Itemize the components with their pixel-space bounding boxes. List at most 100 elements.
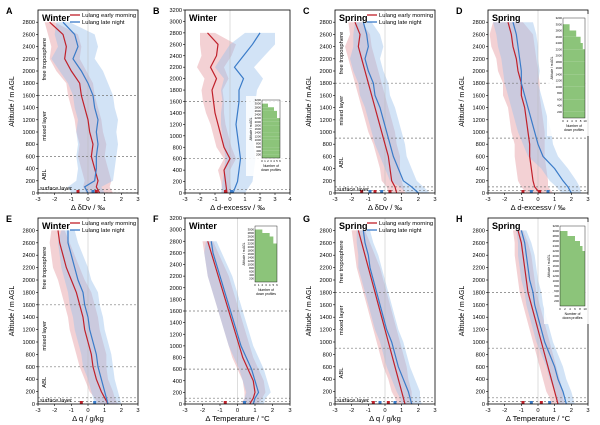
- sd-band-early: [197, 32, 236, 193]
- y-tick-label: 200: [173, 390, 182, 396]
- histogram-bar: [262, 121, 280, 126]
- histogram-bar: [560, 246, 583, 251]
- inset-y-tick-label: 2400: [553, 244, 560, 248]
- panel-f: 0200400600800100012001400160018002000220…: [153, 214, 292, 423]
- inset-y-tick-label: 2600: [255, 109, 262, 113]
- surface-marker: [529, 401, 533, 404]
- layer-label-free: free troposphere: [42, 247, 48, 290]
- inset-y-tick-label: 3200: [553, 224, 560, 228]
- x-tick-label: 0: [228, 197, 231, 203]
- x-tick-label: -3: [182, 197, 187, 203]
- y-tick-label: 400: [476, 377, 485, 383]
- x-tick-label: -3: [182, 408, 187, 414]
- x-tick-label: 2: [570, 408, 573, 414]
- surface-marker: [378, 401, 382, 404]
- y-tick-label: 1400: [473, 315, 485, 321]
- series-line-early: [354, 21, 398, 193]
- x-tick-label: 2: [120, 408, 123, 414]
- histogram-bar: [560, 266, 585, 271]
- y-tick-label: 2200: [320, 57, 332, 63]
- y-tick-label: 600: [173, 367, 182, 373]
- inset-y-tick-label: 600: [557, 97, 562, 101]
- y-tick-label: 0: [329, 402, 332, 408]
- y-tick-label: 2800: [320, 228, 332, 234]
- panel-title: Winter: [42, 13, 70, 23]
- histogram-bar: [563, 80, 585, 87]
- y-tick-label: 2400: [170, 263, 182, 269]
- inset-y-tick-label: 200: [256, 152, 261, 156]
- y-tick-label: 1000: [23, 130, 35, 136]
- x-axis-label: Δ d-excessv / ‰: [210, 203, 265, 212]
- inset-y-tick-label: 2000: [553, 254, 560, 258]
- inset-y-axis-label: Altitude / m AGL: [550, 56, 554, 79]
- y-axis-label: Altitude / m AGL: [306, 76, 313, 127]
- histogram-bar: [560, 281, 585, 286]
- inset-histogram: 2004006008001000120014001600180020002200…: [547, 14, 589, 136]
- inset-x-tick-label: 6: [276, 283, 278, 287]
- x-tick-label: -2: [349, 197, 354, 203]
- y-tick-label: 2000: [23, 278, 35, 284]
- y-tick-label: 600: [323, 365, 332, 371]
- panel-b: 0200400600800100012001400160018002000220…: [153, 6, 292, 212]
- layer-label-surface: surface layer: [40, 186, 72, 192]
- histogram-bar: [262, 107, 274, 111]
- y-tick-label: 0: [482, 191, 485, 197]
- inset-y-tick-label: 1800: [248, 249, 255, 253]
- panel-title: Winter: [42, 221, 70, 231]
- plot-area: [185, 10, 290, 193]
- inset-y-axis-label: Altitude / m AGL: [547, 254, 551, 277]
- x-tick-label: 3: [586, 197, 589, 203]
- y-tick-label: 800: [476, 142, 485, 148]
- x-tick-label: 1: [553, 197, 556, 203]
- inset-y-tick-label: 3000: [248, 228, 255, 232]
- x-tick-label: 2: [417, 197, 420, 203]
- layer-label-abl: ABL: [42, 376, 48, 388]
- y-tick-label: 3000: [170, 228, 182, 234]
- inset-y-tick-label: 400: [554, 294, 559, 298]
- y-tick-label: 1000: [170, 344, 182, 350]
- y-tick-label: 2800: [473, 20, 485, 26]
- panel-title: Spring: [492, 221, 521, 231]
- series-line-early: [207, 241, 256, 404]
- inset-y-tick-label: 2200: [248, 242, 255, 246]
- histogram-bar: [262, 103, 268, 108]
- histogram-bar: [262, 147, 280, 151]
- histogram-bar: [560, 251, 585, 256]
- inset-x-tick-label: 5: [276, 159, 278, 163]
- y-tick-label: 1200: [170, 332, 182, 338]
- x-tick-label: -2: [197, 197, 202, 203]
- panel-letter: C: [303, 6, 310, 16]
- inset-x-tick-label: 2: [567, 119, 569, 123]
- histogram-bar: [255, 278, 277, 282]
- y-tick-label: 1000: [23, 340, 35, 346]
- panel-title: Winter: [189, 13, 217, 23]
- surface-marker: [230, 190, 233, 193]
- y-tick-label: 1000: [320, 130, 332, 136]
- y-tick-label: 1800: [473, 290, 485, 296]
- inset-x-tick-label: 3: [265, 283, 267, 287]
- y-tick-label: 400: [173, 168, 182, 174]
- histogram-bar: [255, 233, 270, 237]
- inset-y-tick-label: 3000: [255, 102, 262, 106]
- inset-frame: [254, 225, 278, 283]
- y-tick-label: 800: [26, 352, 35, 358]
- x-tick-label: 3: [433, 197, 436, 203]
- series-line-late: [512, 22, 572, 193]
- inset-y-tick-label: 3000: [553, 229, 560, 233]
- inset-x-tick-label: 4: [569, 307, 571, 311]
- inset-y-axis-label: Altitude / m AGL: [249, 117, 253, 140]
- y-tick-label: 2200: [23, 57, 35, 63]
- y-tick-label: 400: [26, 167, 35, 173]
- y-tick-label: 2800: [170, 239, 182, 245]
- x-tick-label: 0: [383, 408, 386, 414]
- x-tick-label: 0: [86, 197, 89, 203]
- x-tick-label: 2: [570, 197, 573, 203]
- inset-histogram: 2004006008001000120014001600180020002200…: [239, 222, 281, 300]
- y-tick-label: 1000: [170, 134, 182, 140]
- inset-y-tick-label: 800: [249, 266, 254, 270]
- layer-label-mixed: mixed layer: [42, 321, 48, 351]
- surface-marker: [223, 401, 227, 404]
- x-tick-label: -3: [332, 197, 337, 203]
- y-tick-label: 1400: [320, 106, 332, 112]
- surface-marker: [79, 401, 83, 404]
